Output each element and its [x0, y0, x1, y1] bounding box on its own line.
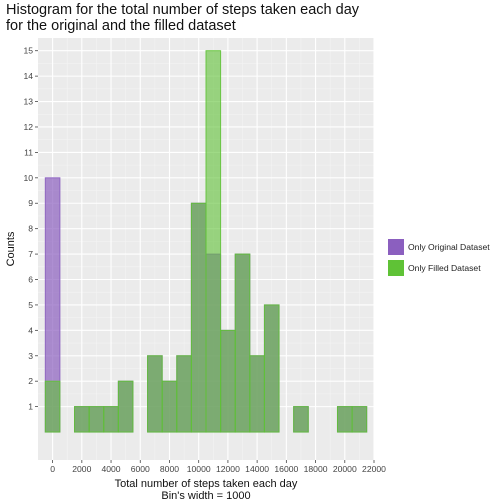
y-tick-label: 11 — [24, 147, 33, 157]
y-tick-label: 5 — [28, 300, 33, 310]
y-tick-label: 7 — [28, 249, 33, 259]
y-tick-label: 13 — [23, 97, 33, 107]
histogram-bar-filled — [44, 380, 61, 433]
y-tick-label: 12 — [23, 122, 33, 132]
y-tick-label: 2 — [28, 376, 33, 386]
legend-label-original: Only Original Dataset — [408, 241, 490, 252]
y-tick-label: 9 — [28, 198, 33, 208]
y-tick-label: 4 — [28, 325, 33, 335]
x-tick-label: 8000 — [160, 464, 179, 474]
y-tick-label: 8 — [28, 224, 33, 234]
histogram-bar-filled — [161, 380, 178, 433]
x-tick-label: 12000 — [216, 464, 240, 474]
x-tick-label: 0 — [50, 464, 55, 474]
x-tick-label: 16000 — [274, 464, 298, 474]
histogram-bar-filled — [234, 253, 251, 433]
histogram-bar-filled — [336, 406, 353, 433]
y-axis-title: Counts — [5, 231, 17, 266]
x-tick-label: 10000 — [187, 464, 211, 474]
x-tick-label: 2000 — [72, 464, 91, 474]
y-tick-label: 6 — [28, 275, 33, 285]
x-tick-label: 14000 — [245, 464, 269, 474]
histogram-bar-filled — [103, 406, 119, 433]
legend-key-filled — [388, 259, 404, 276]
y-tick-label: 3 — [28, 351, 33, 361]
histogram-bar-filled — [351, 406, 368, 433]
histogram-bar-filled — [74, 406, 90, 433]
histogram-bar-filled — [190, 202, 207, 433]
histogram-bar-filled — [88, 406, 105, 433]
x-tick-label: 6000 — [131, 464, 150, 474]
x-axis-ticks: 0 2000 4000 6000 8000 10000 12000 14000 16000 180… — [50, 460, 386, 474]
x-axis-subtitle: Bin's width = 1000 — [161, 490, 250, 502]
x-tick-label: 4000 — [101, 464, 120, 474]
histogram-bar-filled — [205, 50, 222, 433]
y-tick-label: 15 — [23, 46, 33, 56]
legend-item-filled: Only Filled Dataset — [388, 258, 490, 277]
filled-dataset-bars — [44, 50, 368, 433]
legend-item-original: Only Original Dataset — [388, 237, 490, 256]
histogram-bar-filled — [263, 304, 280, 433]
legend-key-original — [388, 238, 404, 255]
x-tick-label: 22000 — [362, 464, 386, 474]
y-tick-label: 14 — [23, 71, 33, 81]
legend: Only Original Dataset Only Filled Datase… — [388, 237, 490, 279]
x-tick-label: 20000 — [333, 464, 357, 474]
y-tick-label: 1 — [28, 402, 33, 412]
histogram-bar-filled — [249, 355, 265, 433]
histogram-bar-filled — [293, 406, 309, 433]
x-tick-label: 18000 — [304, 464, 328, 474]
histogram-bar-filled — [117, 380, 134, 433]
legend-label-filled: Only Filled Dataset — [408, 262, 481, 273]
histogram-bar-filled — [147, 355, 163, 433]
histogram-bar-filled — [220, 329, 236, 433]
chart-title: Histogram for the total number of steps … — [6, 2, 360, 34]
x-axis-title: Total number of steps taken each day — [115, 478, 298, 490]
histogram-bar-filled — [176, 355, 192, 433]
y-tick-label: 10 — [23, 173, 33, 183]
